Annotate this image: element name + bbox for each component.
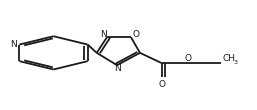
Text: N: N [114, 64, 121, 73]
Text: N: N [10, 39, 16, 49]
Text: O: O [158, 80, 165, 89]
Text: 3: 3 [234, 60, 237, 65]
Text: N: N [100, 30, 106, 39]
Text: CH: CH [223, 53, 236, 62]
Text: O: O [185, 53, 191, 62]
Text: O: O [132, 30, 139, 39]
